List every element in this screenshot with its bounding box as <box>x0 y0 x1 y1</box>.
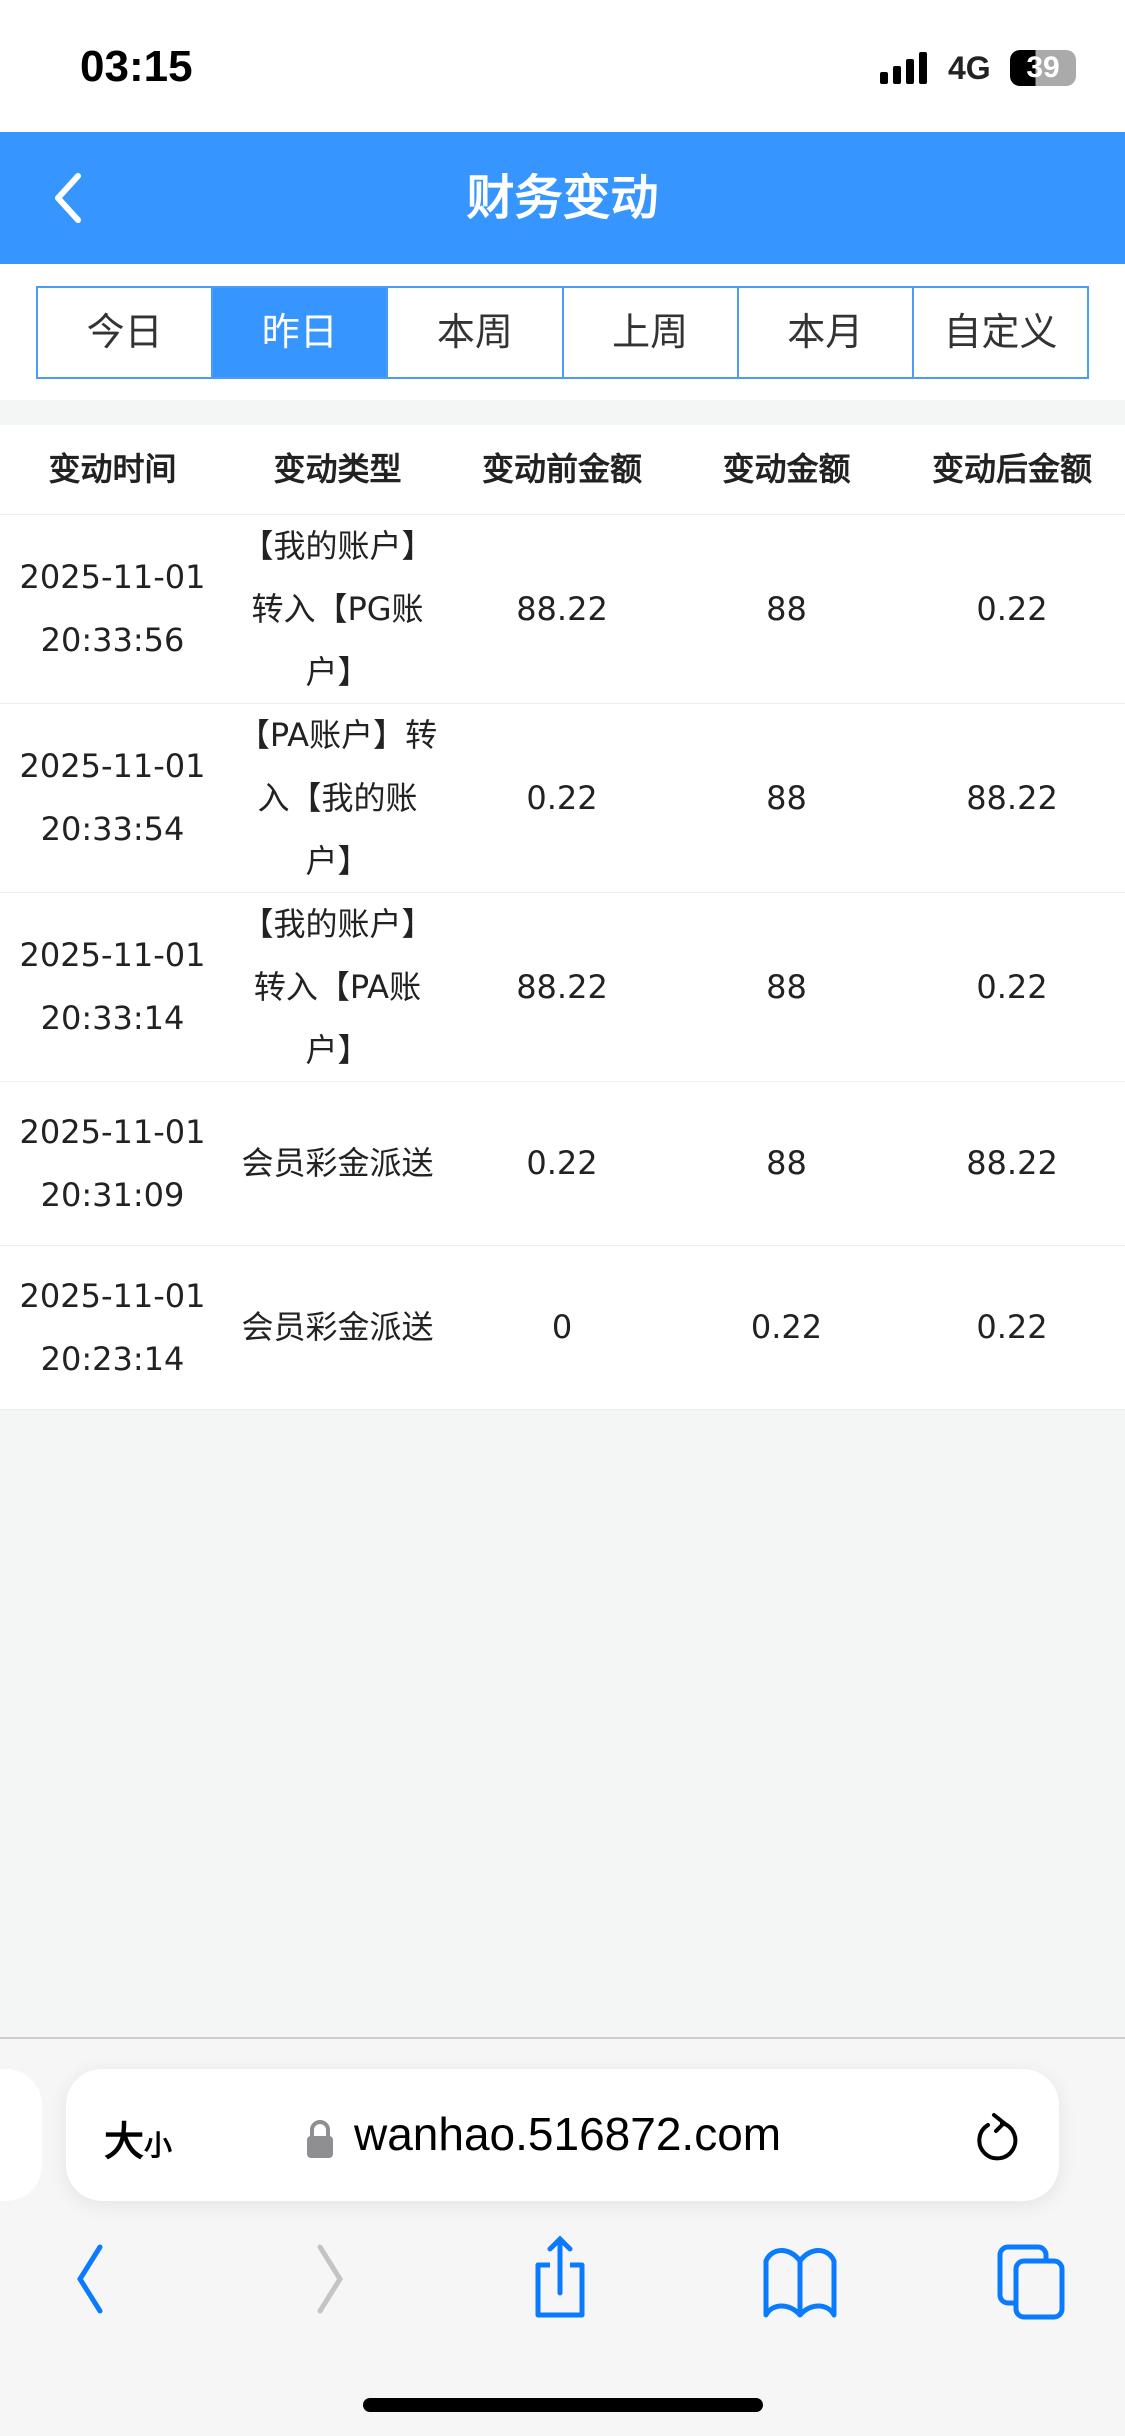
amount-before: 0.22 <box>526 1144 598 1182</box>
amount-after: 88.22 <box>966 1144 1058 1182</box>
amount-after: 0.22 <box>976 589 1048 628</box>
change-amount: 88 <box>766 778 807 817</box>
table-row[interactable]: 2025-11-01 20:31:09 会员彩金派送 0.22 88 88.22 <box>0 1082 1125 1246</box>
column-header: 变动金额 <box>722 450 851 488</box>
amount-before: 88.22 <box>516 589 608 628</box>
page-header: 财务变动 <box>0 132 1125 264</box>
change-amount: 88 <box>766 589 807 628</box>
tab-1[interactable]: 昨日 <box>213 288 389 377</box>
change-amount: 88 <box>766 967 807 1006</box>
tabs-icon[interactable] <box>996 2221 1068 2321</box>
column-header: 变动类型 <box>273 450 402 488</box>
table-row[interactable]: 2025-11-01 20:33:56 【我的账户】转入【PG账户】 88.22 … <box>0 515 1125 704</box>
amount-before: 0 <box>551 1308 573 1346</box>
back-icon[interactable] <box>48 172 88 224</box>
date-filter-tabs: 今日 昨日 本周 上周 本月 自定义 <box>36 286 1089 379</box>
browser-forward-icon[interactable] <box>300 2221 360 2321</box>
clock: 03:15 <box>80 42 193 91</box>
browser-back-icon[interactable] <box>60 2221 120 2321</box>
previous-tab-preview[interactable] <box>0 2069 42 2201</box>
table-row[interactable]: 2025-11-01 20:33:14 【我的账户】转入【PA账户】 88.22 … <box>0 893 1125 1082</box>
url-text: wanhao.516872.com <box>354 2108 782 2160</box>
browser-toolbar: 大小 wanhao.516872.com <box>0 2037 1125 2436</box>
share-icon[interactable] <box>530 2221 590 2321</box>
change-time: 2025-11-01 20:23:14 <box>19 1276 206 1378</box>
amount-after: 88.22 <box>966 778 1058 817</box>
text-size-button[interactable]: 大小 <box>104 2119 173 2165</box>
network-type: 4G <box>948 50 991 86</box>
amount-after: 0.22 <box>976 967 1048 1006</box>
table-header: 变动时间 变动类型 变动前金额 变动金额 变动后金额 <box>0 425 1125 515</box>
battery-icon: 39 <box>1010 50 1076 86</box>
change-time: 2025-11-01 20:31:09 <box>19 1112 206 1214</box>
change-type: 会员彩金派送 <box>241 1308 434 1346</box>
reload-icon[interactable] <box>966 2109 1026 2169</box>
table-row[interactable]: 2025-11-01 20:33:54 【PA账户】转入【我的账户】 0.22 8… <box>0 704 1125 893</box>
tab-2[interactable]: 本周 <box>388 288 564 377</box>
bookmarks-icon[interactable] <box>760 2221 840 2321</box>
change-time: 2025-11-01 20:33:54 <box>19 747 206 848</box>
change-amount: 88 <box>766 1144 807 1182</box>
amount-before: 88.22 <box>516 967 608 1006</box>
change-type: 会员彩金派送 <box>241 1144 434 1182</box>
column-header: 变动后金额 <box>931 450 1092 488</box>
change-amount: 0.22 <box>750 1308 823 1346</box>
change-type: 【我的账户】转入【PA账户】 <box>241 904 434 1069</box>
home-indicator <box>363 2398 763 2412</box>
change-time: 2025-11-01 20:33:14 <box>19 936 206 1037</box>
column-header: 变动前金额 <box>481 450 642 488</box>
page-title: 财务变动 <box>466 170 659 226</box>
change-type: 【PA账户】转入【我的账户】 <box>237 715 438 880</box>
signal-icon <box>880 52 927 84</box>
transaction-table: 变动时间 变动类型 变动前金额 变动金额 变动后金额 2025-11-01 20:… <box>0 425 1125 1410</box>
column-header: 变动时间 <box>48 450 177 488</box>
change-type: 【我的账户】转入【PG账户】 <box>241 526 434 691</box>
amount-before: 0.22 <box>526 778 598 817</box>
lock-icon <box>307 2120 333 2158</box>
tab-4[interactable]: 本月 <box>738 288 914 377</box>
amount-after: 0.22 <box>976 1308 1048 1346</box>
tab-3[interactable]: 上周 <box>563 288 739 377</box>
tab-5[interactable]: 自定义 <box>913 288 1088 377</box>
table-row[interactable]: 2025-11-01 20:23:14 会员彩金派送 0 0.22 0.22 <box>0 1246 1125 1410</box>
status-bar: 03:15 4G 39 <box>0 0 1125 132</box>
address-bar[interactable]: 大小 wanhao.516872.com <box>66 2069 1059 2201</box>
change-time: 2025-11-01 20:33:56 <box>19 558 206 659</box>
tab-0[interactable]: 今日 <box>38 288 214 377</box>
date-filter-bar: 今日 昨日 本周 上周 本月 自定义 <box>0 264 1125 400</box>
